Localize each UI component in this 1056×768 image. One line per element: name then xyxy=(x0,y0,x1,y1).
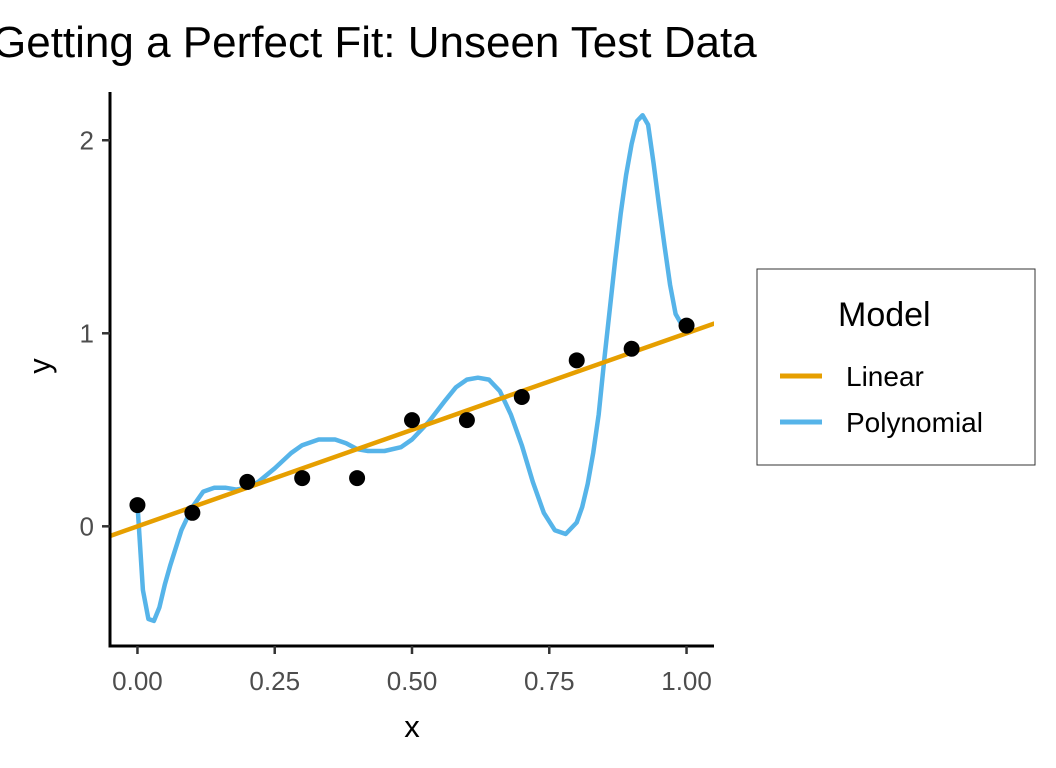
y-tick-label: 0 xyxy=(80,511,94,541)
data-point xyxy=(349,470,366,487)
y-tick-label: 1 xyxy=(80,318,94,348)
plot-area xyxy=(110,112,714,624)
data-point xyxy=(513,388,530,405)
legend: Model Linear Polynomial xyxy=(756,268,1036,466)
data-point xyxy=(568,352,585,369)
legend-label-polynomial: Polynomial xyxy=(846,407,983,438)
x-tick-label: 0.00 xyxy=(112,666,163,696)
x-tick-label: 1.00 xyxy=(661,666,712,696)
data-point xyxy=(678,317,695,334)
data-point xyxy=(294,470,311,487)
x-axis-title: x xyxy=(404,709,420,744)
legend-title: Model xyxy=(838,296,931,334)
legend-label-linear: Linear xyxy=(846,361,924,392)
x-tick-label: 0.50 xyxy=(387,666,438,696)
legend-box xyxy=(756,268,1036,466)
axes: 0.00 0.25 0.50 0.75 1.00 0 1 2 xyxy=(80,92,714,696)
series-line-polynomial xyxy=(135,112,689,624)
data-point xyxy=(623,340,640,357)
y-axis-title: y xyxy=(22,358,57,374)
y-tick-label: 2 xyxy=(80,125,94,155)
data-point xyxy=(184,504,201,521)
data-point xyxy=(404,412,420,429)
series-line-linear xyxy=(110,321,714,539)
data-point xyxy=(458,412,475,429)
x-tick-label: 0.75 xyxy=(524,666,575,696)
data-point xyxy=(129,497,146,514)
chart-title: Getting a Perfect Fit: Unseen Test Data xyxy=(0,18,757,67)
x-tick-label: 0.25 xyxy=(249,666,300,696)
data-point xyxy=(239,473,256,490)
